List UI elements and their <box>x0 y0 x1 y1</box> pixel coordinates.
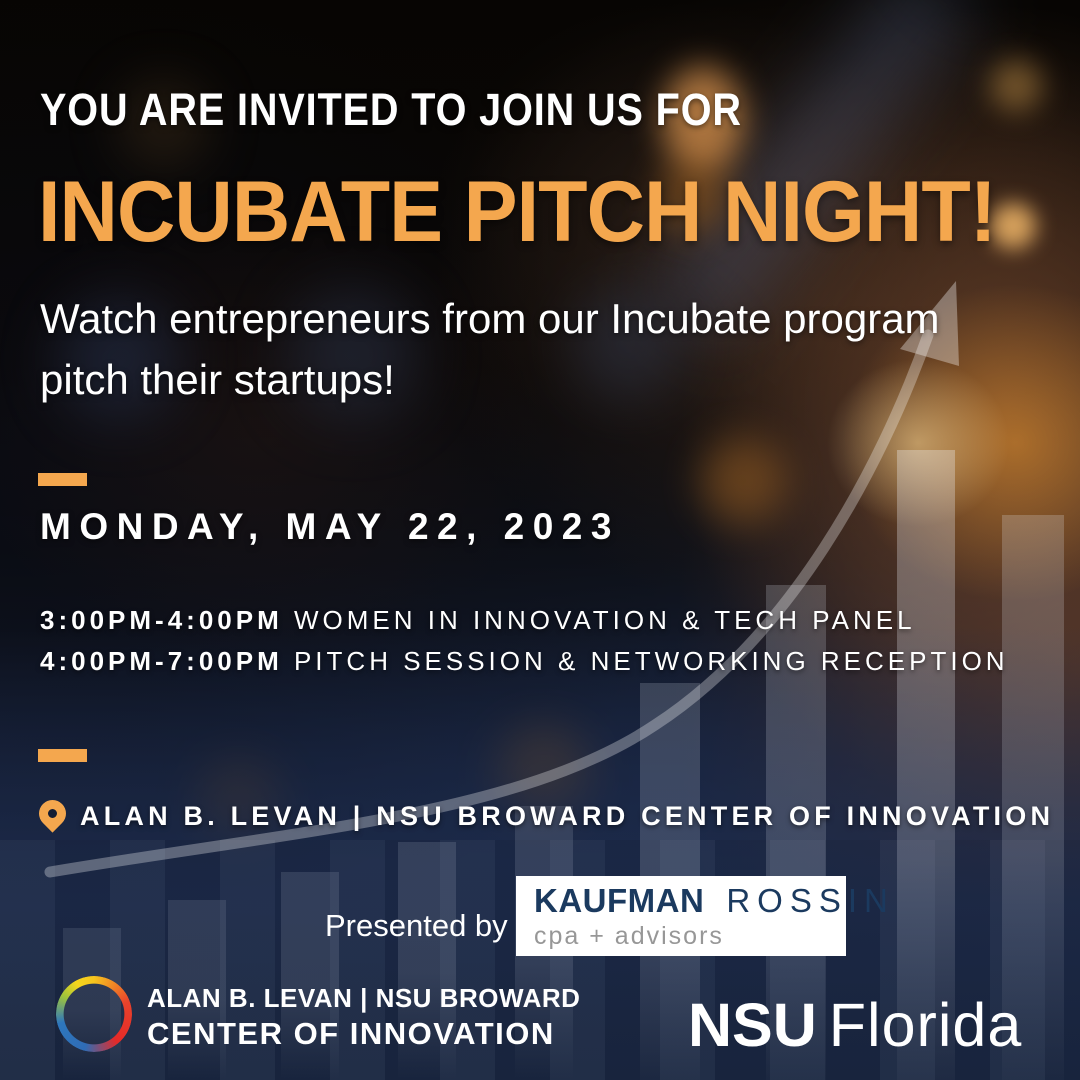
accent-dash <box>38 473 87 486</box>
schedule-list: 3:00PM-4:00PM WOMEN IN INNOVATION & TECH… <box>40 600 1009 682</box>
schedule-time: 4:00PM-7:00PM <box>40 646 283 676</box>
event-date: MONDAY, MAY 22, 2023 <box>40 506 620 547</box>
presented-by-label: Presented by <box>325 908 508 943</box>
location-text: ALAN B. LEVAN | NSU BROWARD CENTER OF IN… <box>80 801 1055 831</box>
organization-logo-text: ALAN B. LEVAN | NSU BROWARD CENTER OF IN… <box>147 983 580 1052</box>
schedule-time: 3:00PM-4:00PM <box>40 605 283 635</box>
location-row: ALAN B. LEVAN | NSU BROWARD CENTER OF IN… <box>33 794 1055 833</box>
nsu-florida-logo: NSU Florida <box>688 990 1022 1060</box>
schedule-event-name: PITCH SESSION & NETWORKING RECEPTION <box>293 646 1009 676</box>
schedule-row: 4:00PM-7:00PM PITCH SESSION & NETWORKING… <box>40 641 1009 682</box>
chart-bar-decoration <box>1002 515 1064 1080</box>
schedule-row: 3:00PM-4:00PM WOMEN IN INNOVATION & TECH… <box>40 600 1009 641</box>
chart-bar-decoration <box>766 585 826 1080</box>
eyebrow-text: YOU ARE INVITED TO JOIN US FOR <box>40 84 742 135</box>
chart-bar-decoration <box>281 872 339 1080</box>
sponsor-name-right: ROSSIN <box>726 882 895 919</box>
sponsor-name-left: KAUFMAN <box>534 882 705 919</box>
chart-bar-decoration <box>168 900 226 1080</box>
accent-dash <box>38 749 87 762</box>
organization-name-line2: CENTER OF INNOVATION <box>147 1016 555 1051</box>
chart-bar-decoration <box>897 450 955 1080</box>
chart-bar-decoration <box>398 842 456 1080</box>
organization-name-line1: ALAN B. LEVAN | NSU BROWARD <box>147 983 581 1013</box>
event-title: INCUBATE PITCH NIGHT! <box>38 164 997 260</box>
nsu-logo-regular-text: Florida <box>828 991 1023 1059</box>
schedule-event-name: WOMEN IN INNOVATION & TECH PANEL <box>293 605 916 635</box>
location-pin-icon <box>33 794 72 833</box>
kaufman-rossin-logo: KAUFMAN ROSSIN cpa + advisors <box>516 876 888 956</box>
sponsor-logo-top-row: KAUFMAN ROSSIN <box>534 881 888 921</box>
nsu-logo-bold-text: NSU <box>688 991 817 1059</box>
event-description: Watch entrepreneurs from our Incubate pr… <box>40 295 940 403</box>
sponsor-tagline: cpa + advisors <box>534 922 724 950</box>
ring-logo-icon <box>56 976 132 1052</box>
